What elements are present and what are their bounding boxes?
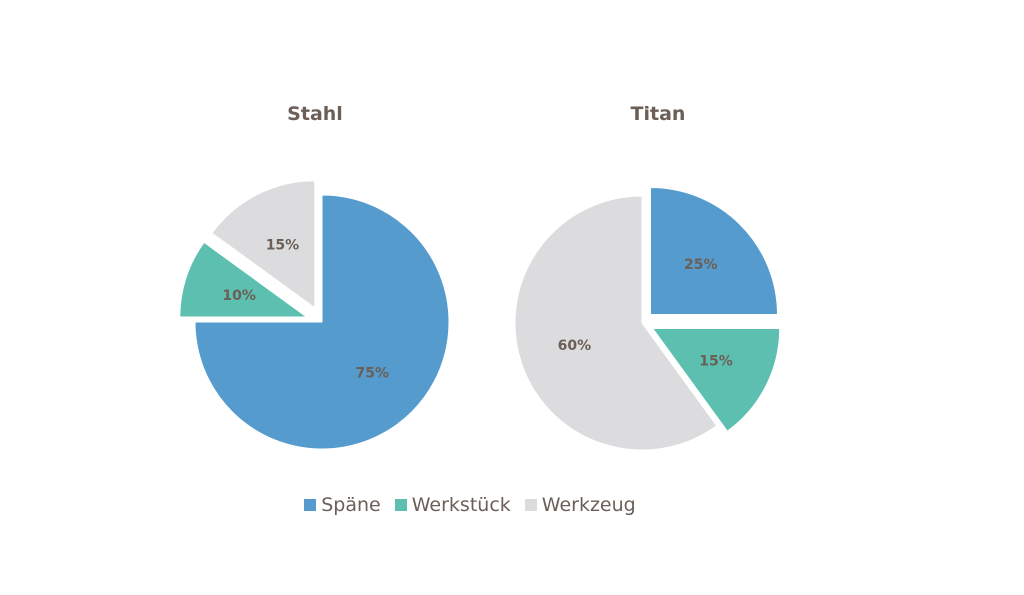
slice-label-titan-werkzeug: 60% [558, 338, 592, 354]
pie-slice-stahl-werkzeug [211, 180, 316, 309]
pie-slice-titan-spaene [649, 187, 778, 316]
legend-item-werkzeug: Werkzeug [524, 494, 636, 516]
pie-slice-stahl-werkstueck [179, 241, 309, 318]
legend-swatch-spaene [304, 499, 317, 511]
slice-label-stahl-werkstueck: 10% [222, 288, 256, 304]
legend-swatch-werkstueck [394, 499, 407, 511]
legend-label-werkstueck: Werkstück [411, 494, 511, 516]
slice-label-stahl-spaene: 75% [356, 365, 390, 381]
legend-item-spaene: Späne [304, 494, 381, 516]
slice-label-stahl-werkzeug: 15% [266, 237, 300, 253]
pie-slice-titan-werkzeug [514, 195, 718, 451]
slice-label-titan-spaene: 25% [684, 257, 718, 273]
chart-title-stahl: Stahl [287, 103, 343, 125]
pie-slice-titan-werkstueck [651, 327, 781, 432]
slice-label-titan-werkstueck: 15% [699, 354, 733, 370]
legend-item-werkstueck: Werkstück [394, 494, 511, 516]
legend: Späne Werkstück Werkzeug [0, 494, 940, 516]
legend-label-werkzeug: Werkzeug [541, 494, 636, 516]
pie-slice-stahl-spaene [194, 194, 450, 450]
legend-swatch-werkzeug [524, 499, 537, 511]
legend-label-spaene: Späne [321, 494, 381, 516]
chart-title-titan: Titan [631, 103, 686, 125]
